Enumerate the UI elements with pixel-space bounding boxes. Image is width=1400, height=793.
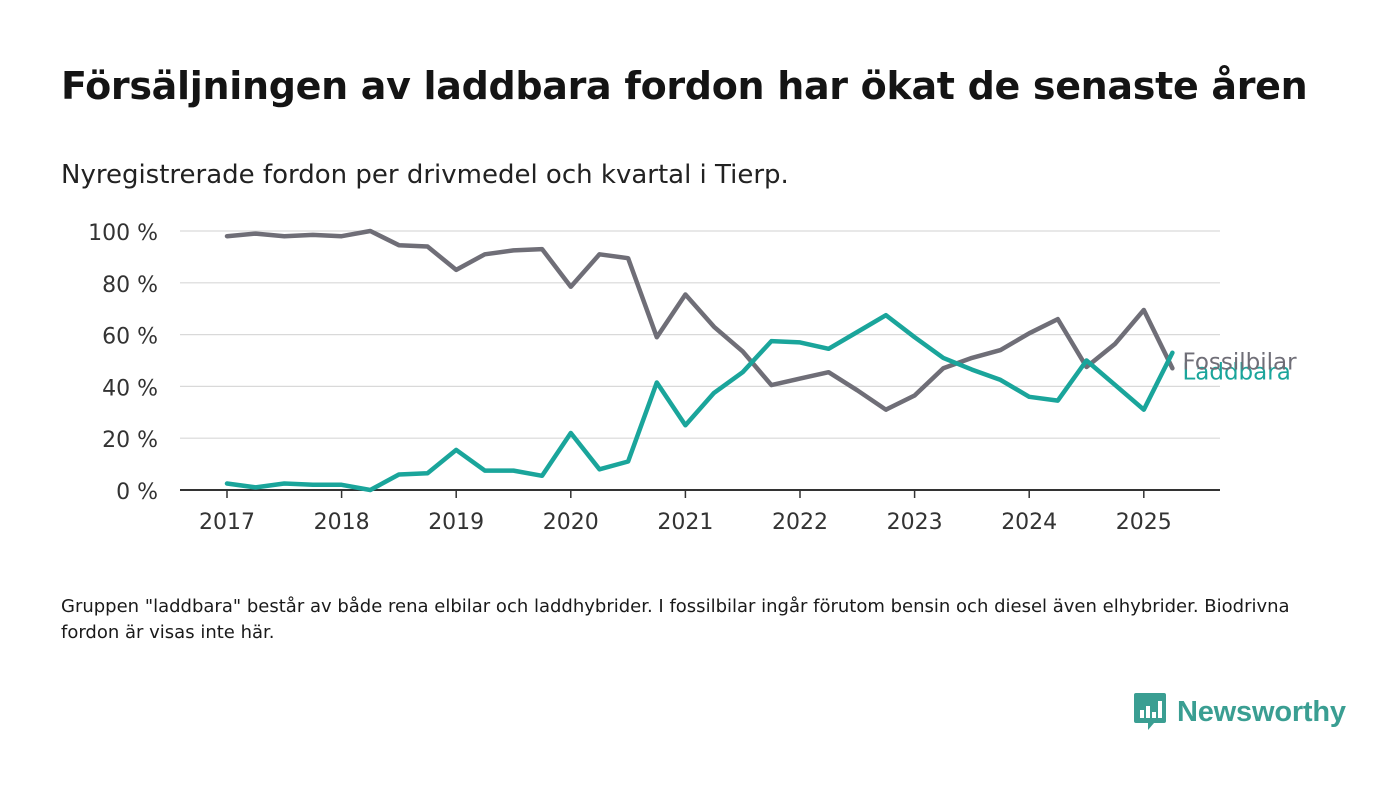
x-tick-label: 2019 [428,510,484,535]
y-tick-label: 80 % [102,273,158,298]
x-tick-label: 2022 [772,510,828,535]
series-label-fossilbilar: Fossilbilar [1182,350,1297,376]
series-label-laddbara: Laddbara [1182,360,1290,386]
series-line-fossilbilar [224,228,1175,412]
line-chart: 0 % 20 % 40 % 60 % 80 % 100 % 2017 2018 2019 2020… [88,221,1297,535]
y-tick-label: 60 % [102,325,158,350]
x-tick-label: 2020 [543,510,599,535]
chart-subtitle: Nyregistrerade fordon per drivmedel och … [61,160,789,190]
x-tick-label: 2018 [314,510,370,535]
x-tick-label: 2021 [657,510,713,535]
x-tick-label: 2017 [199,510,255,535]
x-tick-label: 2024 [1001,510,1057,535]
y-tick-label: 0 % [116,480,158,505]
footnote: Gruppen "laddbara" består av både rena e… [61,596,1290,643]
chart-title: Försäljningen av laddbara fordon har öka… [61,64,1308,108]
y-tick-label: 100 % [88,221,158,246]
x-tick-label: 2023 [887,510,943,535]
series-line-laddbara [224,312,1175,493]
newsworthy-logo[interactable]: Newsworthy [1133,692,1346,732]
y-tick-label: 40 % [102,376,158,401]
bar-chart-speech-bubble-icon [1134,693,1166,730]
x-tick-label: 2025 [1116,510,1172,535]
brand-name: Newsworthy [1177,695,1346,728]
y-tick-label: 20 % [102,428,158,453]
